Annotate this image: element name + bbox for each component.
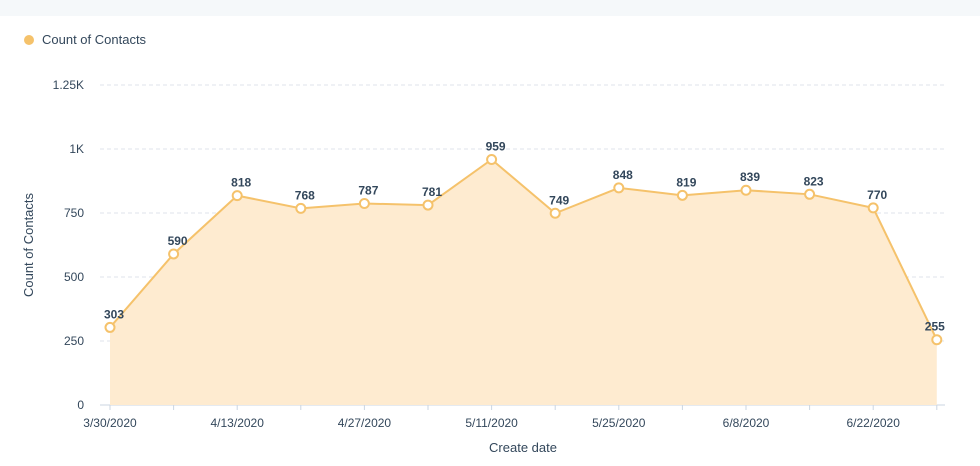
data-point: [867, 202, 879, 214]
data-point: [740, 184, 752, 196]
data-point: [231, 190, 243, 202]
y-tick-label: 250: [64, 334, 84, 348]
data-label: 781: [422, 185, 442, 199]
data-label: 255: [925, 320, 945, 334]
x-tick-label: 6/8/2020: [723, 416, 770, 430]
data-label: 818: [231, 176, 251, 190]
top-strip: [0, 0, 980, 16]
data-label: 839: [740, 170, 760, 184]
data-label: 787: [358, 184, 378, 198]
data-label: 770: [867, 188, 887, 202]
legend-swatch: [24, 34, 34, 45]
data-point: [676, 189, 688, 201]
x-tick-label: 3/30/2020: [83, 416, 137, 430]
data-point: [931, 334, 943, 346]
x-tick-label: 6/22/2020: [847, 416, 901, 430]
x-tick-label: 4/27/2020: [338, 416, 392, 430]
x-tick-label: 5/25/2020: [592, 416, 646, 430]
data-point: [295, 202, 307, 214]
data-point: [168, 248, 180, 260]
data-label: 749: [549, 193, 569, 207]
data-point: [422, 199, 434, 211]
y-tick-label: 0: [77, 398, 84, 412]
data-label: 823: [804, 174, 824, 188]
data-point: [613, 182, 625, 194]
y-axis-title: Count of Contacts: [21, 192, 36, 297]
data-points: [104, 153, 943, 346]
data-label: 819: [676, 175, 696, 189]
y-tick-label: 1K: [69, 142, 84, 156]
x-tick-label: 4/13/2020: [211, 416, 265, 430]
legend-label: Count of Contacts: [42, 32, 147, 47]
data-label: 590: [168, 234, 188, 248]
area-fill: [110, 159, 937, 405]
data-point: [358, 198, 370, 210]
data-label: 959: [486, 139, 506, 153]
data-labels: 303 590 818 768 787 781 959 749 848 819 839 823 770 2…: [104, 139, 945, 333]
data-point: [486, 153, 498, 165]
x-tick-label: 5/11/2020: [465, 416, 518, 430]
x-axis-title: Create date: [489, 440, 557, 455]
data-point: [549, 207, 561, 219]
data-point: [104, 321, 116, 333]
x-axis: 3/30/2020 4/13/2020 4/27/2020 5/11/2020 5/25…: [83, 405, 938, 430]
data-label: 848: [613, 168, 633, 182]
series-line: [109, 158, 938, 341]
legend[interactable]: Count of Contacts: [24, 32, 146, 47]
y-tick-label: 750: [64, 206, 84, 220]
data-point: [804, 188, 816, 200]
area-layer: [109, 158, 938, 405]
y-tick-label: 500: [64, 270, 84, 284]
y-tick-label: 1.25K: [53, 78, 84, 92]
data-label: 303: [104, 307, 124, 321]
data-label: 768: [295, 188, 315, 202]
y-axis: 0 250 500 750 1K 1.25K: [53, 78, 85, 412]
